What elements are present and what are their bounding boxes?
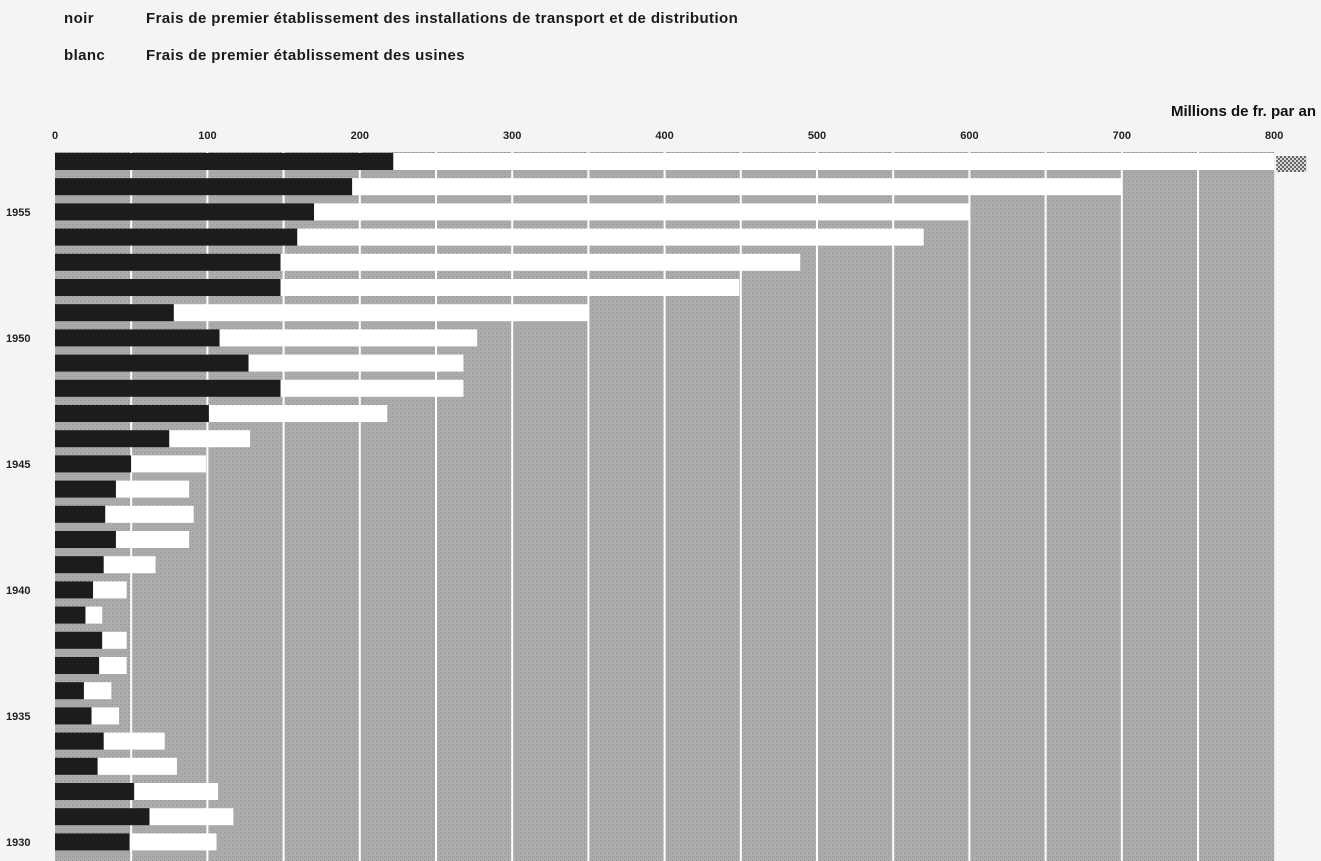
x-tick-label: 500: [808, 130, 826, 142]
bar-blanc-1952: [280, 279, 740, 296]
bar-noir-1930: [55, 833, 130, 851]
bar-blanc-1955: [314, 203, 970, 221]
bar-noir-1953: [55, 253, 281, 271]
x-tick-label: 800: [1265, 130, 1283, 142]
bar-blanc-1944: [115, 480, 190, 498]
bar-noir-1947: [55, 405, 209, 422]
x-tick-label: 700: [1113, 130, 1131, 142]
bar-noir-1948: [55, 379, 281, 397]
legend-item-noir: noir Frais de premier établissement des …: [0, 10, 1000, 30]
y-tick-label: 1945: [6, 459, 30, 471]
bar-blanc-1933: [97, 757, 177, 775]
x-tick-label: 400: [655, 130, 673, 142]
bar-blanc-1937: [99, 657, 127, 674]
bar-noir-1940: [55, 581, 94, 599]
x-tick-label: 0: [52, 130, 58, 142]
bar-noir-1939: [55, 606, 86, 624]
bar-noir-1931: [55, 808, 150, 826]
bar-blanc-1948: [280, 379, 464, 397]
bar-blanc-1953: [280, 253, 801, 271]
bar-blanc-1932: [134, 783, 219, 800]
bar-blanc-1941: [103, 556, 156, 574]
bar-blanc-1950: [219, 329, 478, 347]
bar-blanc-1957: [393, 153, 1275, 170]
bar-noir-1950: [55, 329, 220, 347]
legend-label-noir: Frais de premier établissement des insta…: [146, 10, 739, 27]
bar-blanc-1935: [91, 707, 120, 725]
bar-noir-1937: [55, 657, 100, 674]
bar-blanc-1945: [131, 455, 206, 473]
bar-noir-1952: [55, 279, 281, 296]
bar-blanc-1949: [248, 354, 464, 372]
legend-item-blanc: blanc Frais de premier établissement des…: [0, 47, 1000, 67]
y-tick-label: 1950: [6, 333, 30, 345]
bar-blanc-1930: [129, 833, 217, 851]
unit-label: Millions de fr. par an: [1171, 103, 1316, 120]
bar-blanc-1938: [102, 631, 127, 649]
legend-label-blanc: Frais de premier établissement des usine…: [146, 47, 466, 64]
bar-noir-1938: [55, 631, 103, 649]
bar-noir-1957: [55, 153, 394, 170]
bar-blanc-1947: [208, 405, 388, 422]
y-tick-label: 1935: [6, 711, 30, 723]
bar-noir-1946: [55, 430, 170, 448]
bar-noir-1935: [55, 707, 92, 725]
bar-blanc-1942: [115, 531, 190, 548]
bar-blanc-1956: [352, 178, 1122, 196]
bars: [55, 153, 1275, 851]
bar-noir-1944: [55, 480, 116, 498]
y-tick-label: 1940: [6, 585, 30, 597]
bar-noir-1949: [55, 354, 249, 372]
bar-noir-1932: [55, 783, 135, 800]
legend-key-noir: noir: [64, 10, 94, 27]
bar-noir-1943: [55, 505, 106, 523]
x-tick-label: 300: [503, 130, 521, 142]
bar-noir-1951: [55, 304, 174, 322]
axis-labels: 0 100 200 300 400 500 600 700 800 Millions de fr.…: [6, 103, 1316, 849]
bar-noir-1933: [55, 757, 98, 775]
bar-blanc-1936: [83, 682, 112, 700]
y-tick-label: 1955: [6, 207, 30, 219]
bar-blanc-1951: [173, 304, 589, 322]
bar-blanc-1934: [103, 732, 165, 750]
bar-noir-1936: [55, 682, 84, 700]
bar-noir-1934: [55, 732, 104, 750]
bar-noir-1956: [55, 178, 353, 196]
bar-blanc-1943: [105, 505, 194, 523]
y-tick-label: 1930: [6, 837, 30, 849]
bar-noir-1954: [55, 228, 298, 246]
bar-blanc-1940: [93, 581, 127, 599]
x-tick-label: 200: [351, 130, 369, 142]
bar-noir-1941: [55, 556, 104, 574]
legend-key-blanc: blanc: [64, 47, 106, 64]
bar-blanc-1946: [169, 430, 251, 448]
bar-noir-1942: [55, 531, 116, 548]
bar-noir-1955: [55, 203, 315, 221]
axis-end-marker: [1276, 156, 1307, 172]
x-tick-label: 600: [960, 130, 978, 142]
bar-blanc-1931: [149, 808, 234, 826]
x-tick-label: 100: [198, 130, 216, 142]
bar-noir-1945: [55, 455, 132, 473]
bar-blanc-1939: [85, 606, 103, 624]
bar-blanc-1954: [297, 228, 924, 246]
